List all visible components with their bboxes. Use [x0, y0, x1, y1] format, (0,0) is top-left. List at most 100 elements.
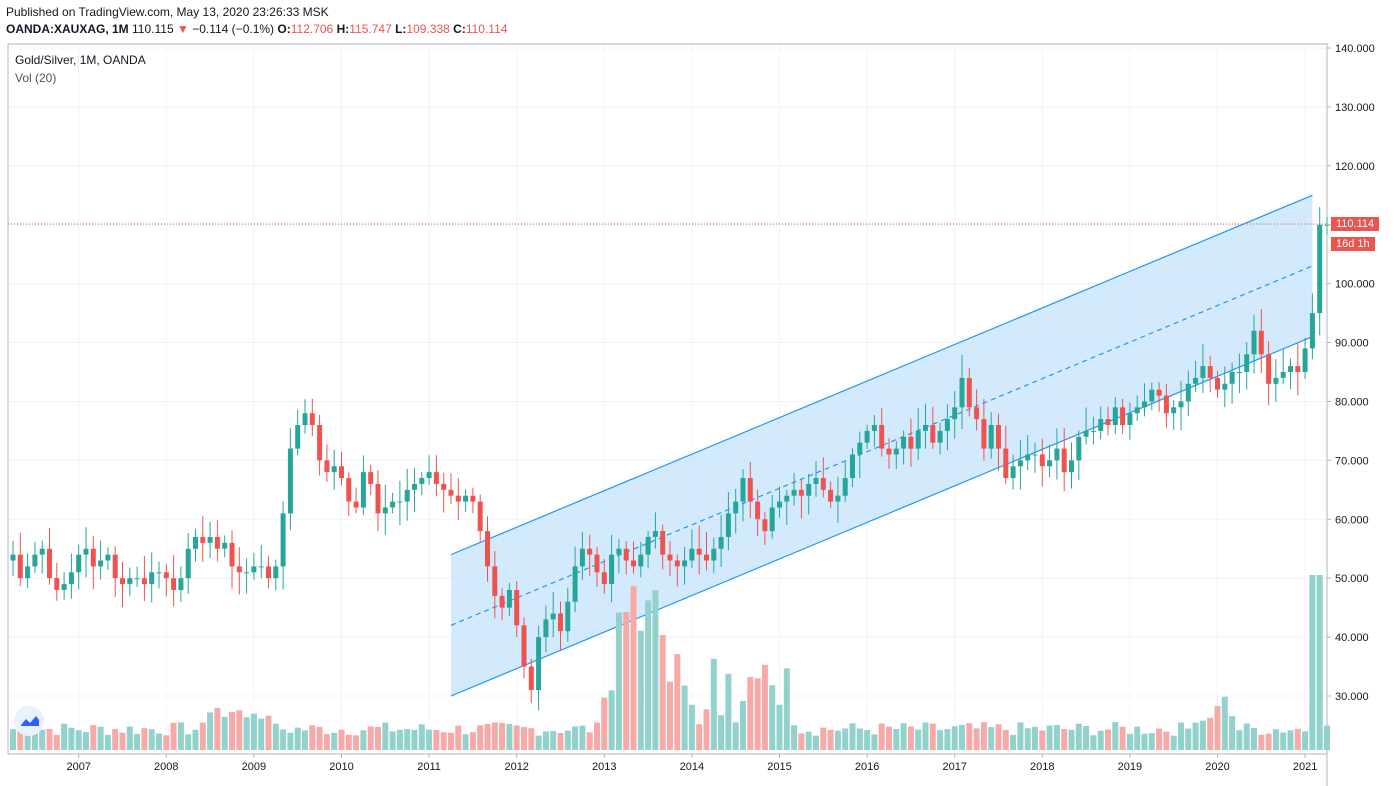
volume-bar	[10, 729, 16, 750]
volume-bar	[53, 734, 60, 750]
volume-bar	[1265, 733, 1272, 750]
volume-bar	[1163, 731, 1170, 750]
volume-bar	[1126, 733, 1133, 750]
candle-body	[682, 560, 688, 567]
volume-bar	[112, 729, 119, 750]
y-tick-label: 70.000	[1335, 455, 1369, 467]
candle-body	[280, 513, 286, 567]
candle-body	[185, 548, 191, 579]
volume-bar	[535, 735, 542, 750]
volume-bar	[798, 733, 805, 750]
low-label: L:	[395, 22, 407, 36]
y-tick-label: 120.000	[1335, 161, 1375, 173]
symbol-label[interactable]: OANDA:XAUXAG, 1M	[6, 22, 129, 36]
volume-bar	[959, 724, 965, 750]
volume-bar	[31, 732, 38, 750]
volume-bar	[287, 732, 294, 750]
volume-bar	[1024, 728, 1031, 750]
candle-body	[171, 578, 177, 590]
candle-body	[258, 566, 264, 568]
volume-bar	[550, 730, 557, 750]
candle-body	[558, 613, 563, 632]
volume-bar	[915, 729, 922, 750]
candle-body	[616, 548, 622, 555]
volume-bar	[1214, 706, 1221, 750]
volume-bar	[462, 734, 469, 750]
candle-body	[1309, 313, 1315, 349]
volume-bar	[236, 710, 243, 750]
x-tick-label: 2017	[942, 761, 966, 773]
volume-bar	[834, 730, 841, 750]
candle-body	[1047, 460, 1053, 467]
candle-body	[25, 566, 31, 579]
volume-bar	[1272, 729, 1279, 750]
candle-body	[324, 460, 330, 473]
candle-body	[331, 466, 337, 473]
volume-bar	[1229, 716, 1236, 750]
candle-body	[360, 472, 366, 508]
candle-body	[1061, 448, 1067, 473]
volume-bar	[747, 677, 754, 750]
volume-bar	[17, 728, 24, 750]
candle-body	[521, 625, 527, 667]
volume-bar	[207, 712, 214, 750]
candle-body	[879, 425, 885, 449]
candle-body	[718, 536, 724, 549]
y-tick-label: 40.000	[1335, 632, 1369, 644]
candle-body	[1156, 389, 1162, 396]
chart-legend-title[interactable]: Gold/Silver, 1M, OANDA	[15, 53, 146, 67]
volume-bar	[864, 730, 871, 750]
x-tick-label: 2008	[154, 761, 178, 773]
candle-body	[769, 507, 775, 532]
candle-body	[696, 548, 702, 555]
candle-body	[419, 478, 425, 484]
candle-body	[528, 666, 534, 691]
countdown-tag: 16d 1h	[1331, 237, 1375, 251]
candle-body	[579, 548, 585, 567]
candle-body	[1207, 366, 1213, 378]
candle-body	[200, 536, 206, 543]
candle-body	[149, 572, 155, 585]
volume-bar	[1316, 575, 1323, 750]
volume-bar	[886, 726, 892, 750]
volume-bar	[1017, 722, 1024, 750]
volume-bar	[83, 732, 89, 750]
volume-bar	[309, 725, 316, 750]
tradingview-logo-icon[interactable]	[14, 706, 44, 736]
volume-bar	[688, 704, 695, 750]
candle-body	[981, 419, 987, 449]
volume-bar	[791, 725, 798, 750]
candle-body	[667, 554, 673, 561]
volume-bar	[97, 726, 104, 750]
volume-bar	[367, 726, 374, 750]
volume-bar	[199, 722, 206, 750]
volume-bar	[1134, 726, 1141, 750]
candle-body	[959, 377, 965, 408]
x-tick-label: 2018	[1030, 761, 1054, 773]
volume-bar	[1243, 723, 1250, 750]
volume-bar	[1302, 731, 1309, 750]
candle-body	[1273, 377, 1279, 384]
candle-body	[10, 554, 16, 561]
candle-body	[988, 425, 994, 449]
volume-bar	[1258, 734, 1265, 750]
volume-bar	[484, 723, 491, 750]
candle-body	[404, 489, 410, 502]
candle-body	[747, 478, 753, 502]
volume-bar	[944, 729, 951, 750]
candle-body	[893, 448, 899, 455]
volume-bar	[302, 730, 308, 750]
volume-bar	[820, 727, 827, 750]
candle-body	[944, 419, 950, 431]
volume-bar	[725, 673, 732, 750]
candle-body	[631, 560, 636, 567]
volume-legend[interactable]: Vol (20)	[15, 71, 57, 85]
volume-bar	[637, 630, 644, 750]
volume-bar	[1148, 733, 1155, 750]
volume-bar	[856, 728, 863, 750]
x-tick-label: 2013	[592, 761, 616, 773]
volume-bar	[608, 690, 615, 750]
candle-body	[134, 578, 140, 580]
candle-body	[163, 572, 169, 579]
